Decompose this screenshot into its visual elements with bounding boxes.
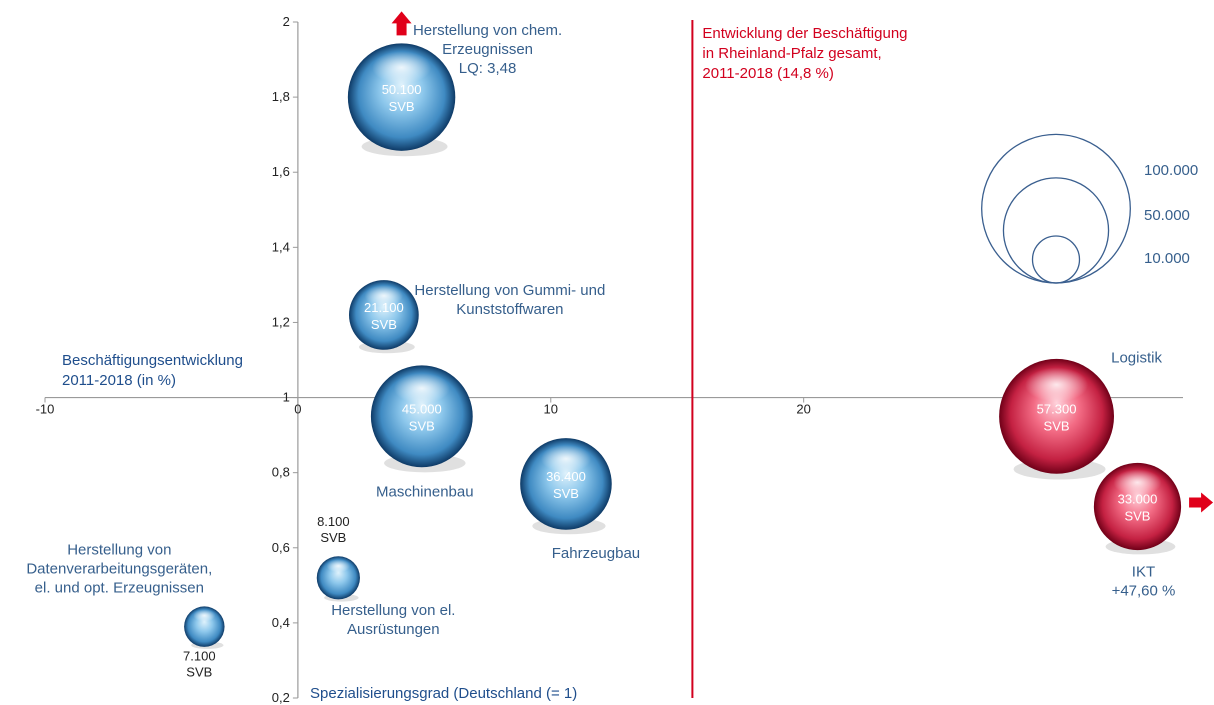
bubble-highlight — [193, 609, 216, 622]
bubble-value: 21.100 — [364, 300, 404, 315]
y-tick-label: 2 — [283, 14, 290, 29]
reference-line-label-line: 2011-2018 (14,8 %) — [702, 65, 833, 82]
bubble-ikt: 33.000 SVB IKT +47,60 % — [1093, 462, 1214, 599]
bubble-chem: 50.100 SVB Herstellung von chem. Erzeugniss… — [347, 11, 562, 157]
bubble-unit: SVB — [371, 317, 397, 332]
bubble-unit: SVB — [1044, 418, 1070, 433]
bubble-unit: SVB — [1124, 508, 1150, 523]
bubble-label-line: IKT — [1132, 563, 1155, 580]
x-tick-label: 0 — [294, 402, 301, 417]
y-tick-label: 0,4 — [272, 615, 290, 630]
x-tick-label: -10 — [36, 402, 55, 417]
bubble-label: Herstellung von el. Ausrüstungen — [331, 602, 455, 638]
y-tick-label: 1,2 — [272, 314, 290, 329]
bubble-highlight — [372, 51, 432, 84]
y-tick-label: 0,8 — [272, 465, 290, 480]
bubble-label-line: Herstellung von — [67, 542, 171, 559]
bubble-label: Fahrzeugbau — [552, 545, 640, 562]
off-chart-arrow-up-icon — [391, 11, 412, 36]
bubble-label-line: Fahrzeugbau — [552, 545, 640, 562]
bubble-label-line: Maschinenbau — [376, 483, 474, 500]
bubble-value: 45.000 — [402, 401, 442, 416]
bubble-highlight — [364, 285, 404, 307]
bubble-unit: SVB — [320, 530, 346, 545]
bubble-highlight — [393, 373, 450, 404]
bubble-label: Logistik — [1111, 349, 1162, 366]
bubble-unit: SVB — [409, 418, 435, 433]
y-axis-title: Spezialisierungsgrad (Deutschland (= 1) — [310, 685, 577, 702]
x-axis-title: Beschäftigungsentwicklung 2011-2018 (in %… — [62, 352, 243, 389]
x-tick-label: 20 — [796, 402, 810, 417]
bubble-value: 36.400 — [546, 469, 586, 484]
bubble-label-line: +47,60 % — [1112, 582, 1176, 599]
size-legend-circle — [1031, 235, 1081, 284]
y-tick-label: 0,2 — [272, 690, 290, 705]
bubble-label-line: Herstellung von Gummi- und — [414, 282, 605, 299]
bubble-label-line: Herstellung von chem. — [413, 22, 562, 39]
bubble-label-line: Erzeugnissen — [442, 41, 533, 58]
reference-line-label-line: in Rheinland-Pfalz gesamt, — [702, 45, 881, 62]
bubble-label-line: LQ: 3,48 — [459, 60, 517, 77]
size-legend-label: 10.000 — [1144, 250, 1190, 267]
y-tick-label: 1,4 — [272, 239, 290, 254]
bubble-label: Herstellung von Gummi- und Kunststoffware… — [414, 282, 605, 318]
y-tick-label: 1 — [283, 390, 290, 405]
bubble-label: Herstellung von chem. Erzeugnissen LQ: 3,4… — [413, 22, 562, 77]
bubble-label: IKT +47,60 % — [1112, 563, 1176, 599]
bubble-unit: SVB — [389, 99, 415, 114]
bubble-fahrzeug: 36.400 SVB Fahrzeugbau — [520, 438, 640, 562]
bubble-value: 7.100 — [183, 649, 216, 664]
bubble-value: 8.100 — [317, 514, 350, 529]
bubble-unit: SVB — [553, 486, 579, 501]
y-tick-label: 0,6 — [272, 540, 290, 555]
bubble-highlight — [1024, 367, 1089, 402]
size-legend-label: 100.000 — [1144, 162, 1198, 179]
reference-line-label-line: Entwicklung der Beschäftigung — [702, 25, 907, 42]
bubble-unit: SVB — [186, 665, 212, 680]
axes: -1001020300,20,40,60,811,21,41,61,82Besc… — [36, 14, 1183, 705]
bubble-label-line: Datenverarbeitungsgeräten, — [26, 561, 212, 578]
bubble-label: Maschinenbau — [376, 483, 474, 500]
bubble-highlight — [326, 559, 351, 573]
off-chart-arrow-right-icon — [1189, 492, 1214, 513]
size-legend-circle — [981, 133, 1131, 284]
bubble-label-line: Logistik — [1111, 349, 1162, 366]
bubble-value: 57.300 — [1037, 401, 1077, 416]
bubble-gummi: 21.100 SVB Herstellung von Gummi- und Kunst… — [349, 280, 605, 354]
bubble-logistik: 57.300 SVB Logistik — [999, 349, 1162, 480]
size-legend-circle — [1002, 177, 1110, 284]
bubble-label-line: Ausrüstungen — [347, 621, 440, 638]
reference-line-label: Entwicklung der Beschäftigung in Rheinlan… — [702, 25, 907, 82]
bubble-highlight — [540, 445, 592, 473]
bubble-value: 33.000 — [1118, 491, 1158, 506]
bubble-highlight — [1113, 469, 1162, 496]
x-axis-title-line: 2011-2018 (in %) — [62, 372, 176, 389]
bubble-label-line: Herstellung von el. — [331, 602, 455, 619]
bubbles-group: 50.100 SVB Herstellung von chem. Erzeugniss… — [26, 11, 1214, 680]
size-legend-label: 50.000 — [1144, 207, 1190, 224]
reference-line-group: Entwicklung der Beschäftigung in Rheinlan… — [691, 20, 908, 698]
y-tick-label: 1,6 — [272, 164, 290, 179]
bubble-label-line: el. und opt. Erzeugnissen — [35, 580, 204, 597]
bubble-maschinen: 45.000 SVB Maschinenbau — [370, 365, 474, 500]
size-legend: 100.000 50.000 10.000 — [981, 133, 1198, 284]
x-tick-label: 10 — [544, 402, 558, 417]
bubble-label: Herstellung von Datenverarbeitungsgeräten… — [26, 542, 212, 597]
x-axis-title-line: Beschäftigungsentwicklung — [62, 352, 243, 369]
bubble-label-line: Kunststoffwaren — [456, 301, 563, 318]
y-tick-label: 1,8 — [272, 89, 290, 104]
bubble-value: 50.100 — [382, 82, 422, 97]
